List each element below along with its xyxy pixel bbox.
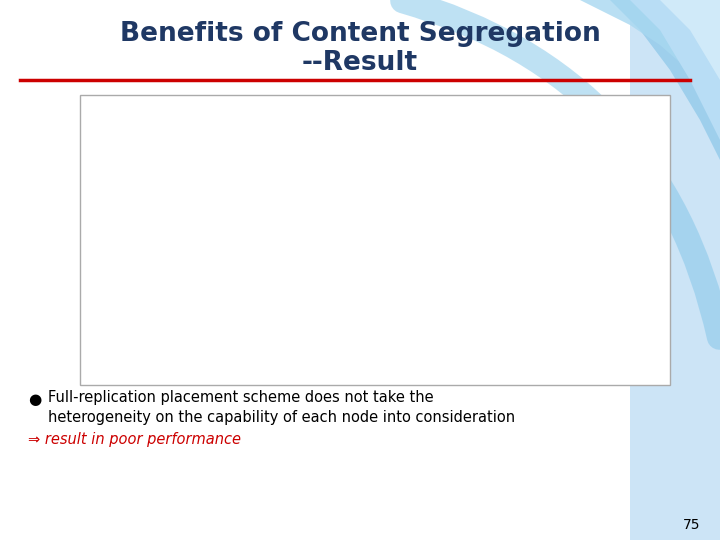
- Line: Full-replication: Full-replication: [144, 209, 653, 306]
- Text: 75: 75: [683, 518, 700, 532]
- Polygon shape: [610, 0, 720, 160]
- Full-replication: [264, 220, 273, 227]
- Line: Our system: Our system: [144, 157, 653, 289]
- Our system: [143, 282, 152, 289]
- Polygon shape: [580, 0, 720, 110]
- Full-replication: [307, 217, 315, 223]
- Our system: [433, 160, 442, 166]
- Our system: [222, 196, 231, 202]
- Text: ⇒ result in poor performance: ⇒ result in poor performance: [28, 432, 241, 447]
- Text: --Result: --Result: [302, 50, 418, 76]
- Text: Full-replication placement scheme does not take the: Full-replication placement scheme does n…: [48, 390, 433, 405]
- Legend: Full-replication, Our system: Full-replication, Our system: [284, 59, 518, 78]
- X-axis label: Number of Clients: Number of Clients: [348, 364, 454, 377]
- Full-replication: [645, 234, 654, 240]
- Polygon shape: [660, 0, 720, 80]
- Text: Benefits of Content Segregation: Benefits of Content Segregation: [120, 21, 600, 47]
- Our system: [476, 161, 485, 168]
- Full-replication: [143, 299, 152, 305]
- Text: ●: ●: [28, 392, 41, 407]
- Full-replication: [561, 228, 570, 235]
- Bar: [0, 0, 630, 540]
- Polygon shape: [630, 0, 720, 140]
- Text: heterogeneity on the capability of each node into consideration: heterogeneity on the capability of each …: [48, 410, 515, 425]
- Bar: [80, 95, 670, 385]
- Our system: [518, 160, 527, 166]
- Full-replication: [349, 210, 358, 216]
- Full-replication: [603, 232, 611, 238]
- Our system: [561, 157, 570, 164]
- Our system: [603, 159, 611, 165]
- Our system: [349, 158, 358, 164]
- Our system: [180, 224, 189, 230]
- Our system: [264, 176, 273, 183]
- Our system: [645, 158, 654, 164]
- Full-replication: [433, 218, 442, 224]
- FancyArrowPatch shape: [402, 1, 719, 338]
- Our system: [307, 168, 315, 174]
- Full-replication: [392, 215, 400, 222]
- Full-replication: [222, 233, 231, 239]
- Full-replication: [518, 225, 527, 231]
- Our system: [392, 161, 400, 168]
- Full-replication: [476, 213, 485, 219]
- Full-replication: [180, 262, 189, 268]
- Y-axis label: Throughput (requests/sec): Throughput (requests/sec): [88, 144, 102, 301]
